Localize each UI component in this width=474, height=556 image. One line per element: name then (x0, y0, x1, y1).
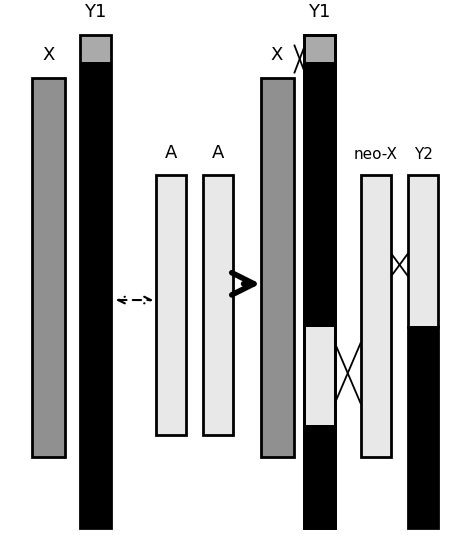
Text: A: A (165, 144, 177, 162)
Text: Y1: Y1 (308, 3, 331, 21)
Bar (32, 78, 65, 457)
Bar (80, 34, 111, 62)
Bar (304, 34, 335, 528)
Bar (408, 176, 438, 327)
Text: A: A (212, 144, 224, 162)
Text: neo-X: neo-X (354, 147, 398, 162)
Text: X: X (271, 46, 283, 64)
Bar (80, 34, 111, 528)
Bar (304, 327, 335, 425)
Bar (80, 34, 111, 528)
Bar (361, 176, 392, 457)
Bar (304, 34, 335, 528)
Bar (156, 176, 186, 435)
Bar (203, 176, 234, 435)
Bar (261, 78, 293, 457)
Bar (304, 34, 335, 528)
Bar (304, 34, 335, 62)
Text: X: X (42, 46, 55, 64)
Bar (408, 327, 438, 528)
Text: Y2: Y2 (414, 147, 433, 162)
Text: Y1: Y1 (84, 3, 107, 21)
